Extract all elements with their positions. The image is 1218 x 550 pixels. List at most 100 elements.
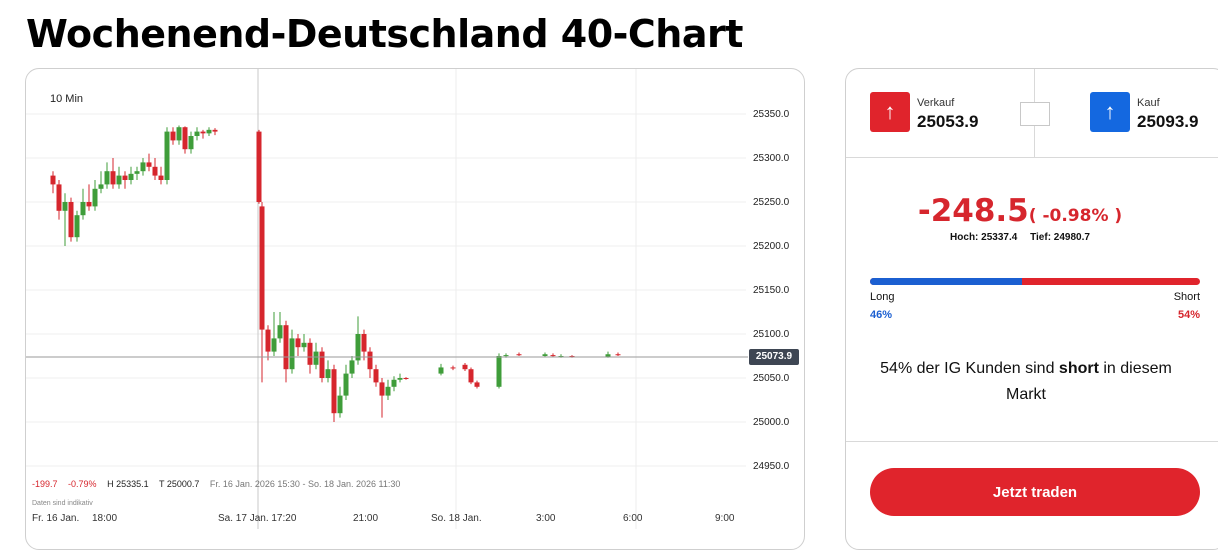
candle-body (283, 325, 289, 370)
candle-body (367, 351, 373, 370)
candle-body (110, 171, 116, 185)
sentiment-text: 54% der IG Kunden sind short in diesem M… (866, 356, 1186, 408)
long-pct: 46% (870, 309, 893, 321)
x-tick-label: 6:00 (623, 513, 643, 524)
candle-body (256, 131, 262, 202)
arrow-up-icon[interactable]: ↑ (1090, 92, 1130, 132)
candle-body (164, 131, 170, 180)
data-disclaimer: Daten sind indikativ (32, 500, 93, 507)
candle-body (128, 173, 134, 180)
candle-body (158, 175, 164, 180)
y-tick-label: 24950.0 (753, 461, 790, 472)
sentiment-long-fill (870, 278, 1022, 285)
candle-body (496, 356, 502, 387)
y-tick-label: 25200.0 (753, 241, 790, 252)
high-low: Hoch: 25337.4 Tief: 24980.7 (846, 232, 1194, 243)
y-tick-label: 25100.0 (753, 329, 790, 340)
day-low: Tief: 24980.7 (1030, 232, 1090, 243)
candle-body (397, 378, 403, 380)
sell-price: 25053.9 (917, 112, 979, 131)
candle-body (438, 367, 444, 374)
change-value: -248.5 (917, 193, 1029, 229)
quote-row: ↑ Verkauf 25053.9 ↑ Kauf 25093.9 (846, 69, 1218, 158)
candle-body (474, 382, 480, 387)
sell-label: Verkauf (917, 97, 955, 109)
candle-body (319, 351, 325, 378)
sell-quote[interactable]: ↑ Verkauf 25053.9 (870, 92, 1010, 132)
trade-now-button[interactable]: Jetzt traden (870, 468, 1200, 516)
candle-body (289, 338, 295, 370)
candle-body (86, 202, 92, 207)
sentiment-bar (870, 278, 1200, 285)
y-tick-label: 25150.0 (753, 285, 790, 296)
buy-label: Kauf (1137, 97, 1160, 109)
candle-body (92, 188, 98, 207)
candle-body (50, 175, 56, 185)
candle-body (68, 202, 74, 238)
info-range: Fr. 16 Jan. 2026 15:30 - So. 18 Jan. 202… (209, 479, 401, 489)
candle-body (391, 379, 397, 387)
candle-body (188, 136, 194, 150)
info-low: T 25000.7 (158, 479, 200, 489)
candle-body (134, 171, 140, 174)
candle-body (146, 162, 152, 167)
candle-body (62, 202, 68, 211)
candle-body (462, 364, 468, 370)
timeframe-selector[interactable]: 10 Min (50, 93, 84, 105)
candle-body (301, 342, 307, 348)
candle-body (361, 334, 367, 352)
candle-body (468, 369, 474, 383)
candle-body (373, 369, 379, 383)
candle-body (542, 354, 548, 356)
candle-body (450, 367, 456, 369)
candle-body (98, 184, 104, 189)
y-tick-label: 25300.0 (753, 153, 790, 164)
info-change-pct: -0.79% (68, 479, 97, 489)
trade-panel: ↑ Verkauf 25053.9 ↑ Kauf 25093.9 -248.5(… (845, 68, 1218, 550)
candle-body (140, 162, 146, 172)
candle-body (152, 166, 158, 176)
y-tick-label: 25000.0 (753, 417, 790, 428)
y-tick-label: 25250.0 (753, 197, 790, 208)
candle-body (74, 215, 80, 238)
chart-canvas[interactable] (26, 69, 804, 549)
x-tick-label: Sa. 17 Jan. 17:20 (218, 513, 297, 524)
change-pct: ( -0.98% ) (1028, 206, 1123, 226)
y-tick-label: 25350.0 (753, 109, 790, 120)
sentiment-bold: short (1058, 360, 1099, 377)
short-label: Short (1173, 291, 1200, 303)
price-chart[interactable]: 10 Min 25350.0 25300.0 25250.0 25200.0 2… (25, 68, 805, 550)
candle-body (343, 373, 349, 396)
x-tick-label: 18:00 (92, 513, 118, 524)
candle-body (104, 171, 110, 185)
y-tick-label: 25050.0 (753, 373, 790, 384)
page-title: Wochenend-Deutschland 40-Chart (26, 12, 743, 56)
candle-body (212, 129, 218, 132)
candle-body (200, 131, 206, 134)
candle-body (80, 202, 86, 216)
candle-body (550, 355, 556, 357)
candle-body (206, 129, 212, 134)
arrow-up-icon[interactable]: ↑ (870, 92, 910, 132)
candle-body (116, 175, 122, 185)
current-price-tag: 25073.9 (749, 349, 799, 365)
candle-body (176, 127, 182, 141)
candle-body (307, 342, 313, 365)
candle-body (385, 386, 391, 396)
short-pct: 54% (1177, 309, 1200, 321)
chart-info-row: -199.7 -0.79% H 25335.1 T 25000.7 Fr. 16… (32, 479, 408, 489)
day-high: Hoch: 25337.4 (950, 232, 1018, 243)
x-tick-label: 21:00 (353, 513, 379, 524)
candle-body (403, 378, 409, 379)
separator (846, 441, 1218, 442)
info-change: -199.7 (32, 479, 58, 489)
buy-quote[interactable]: ↑ Kauf 25093.9 (1090, 92, 1218, 132)
candle-body (355, 334, 361, 361)
candle-body (331, 369, 337, 414)
long-label: Long (870, 291, 895, 303)
candle-body (503, 355, 509, 357)
candle-body (277, 325, 283, 339)
x-tick-label: So. 18 Jan. (431, 513, 482, 524)
info-high: H 25335.1 (107, 479, 149, 489)
x-tick-label: 9:00 (715, 513, 735, 524)
